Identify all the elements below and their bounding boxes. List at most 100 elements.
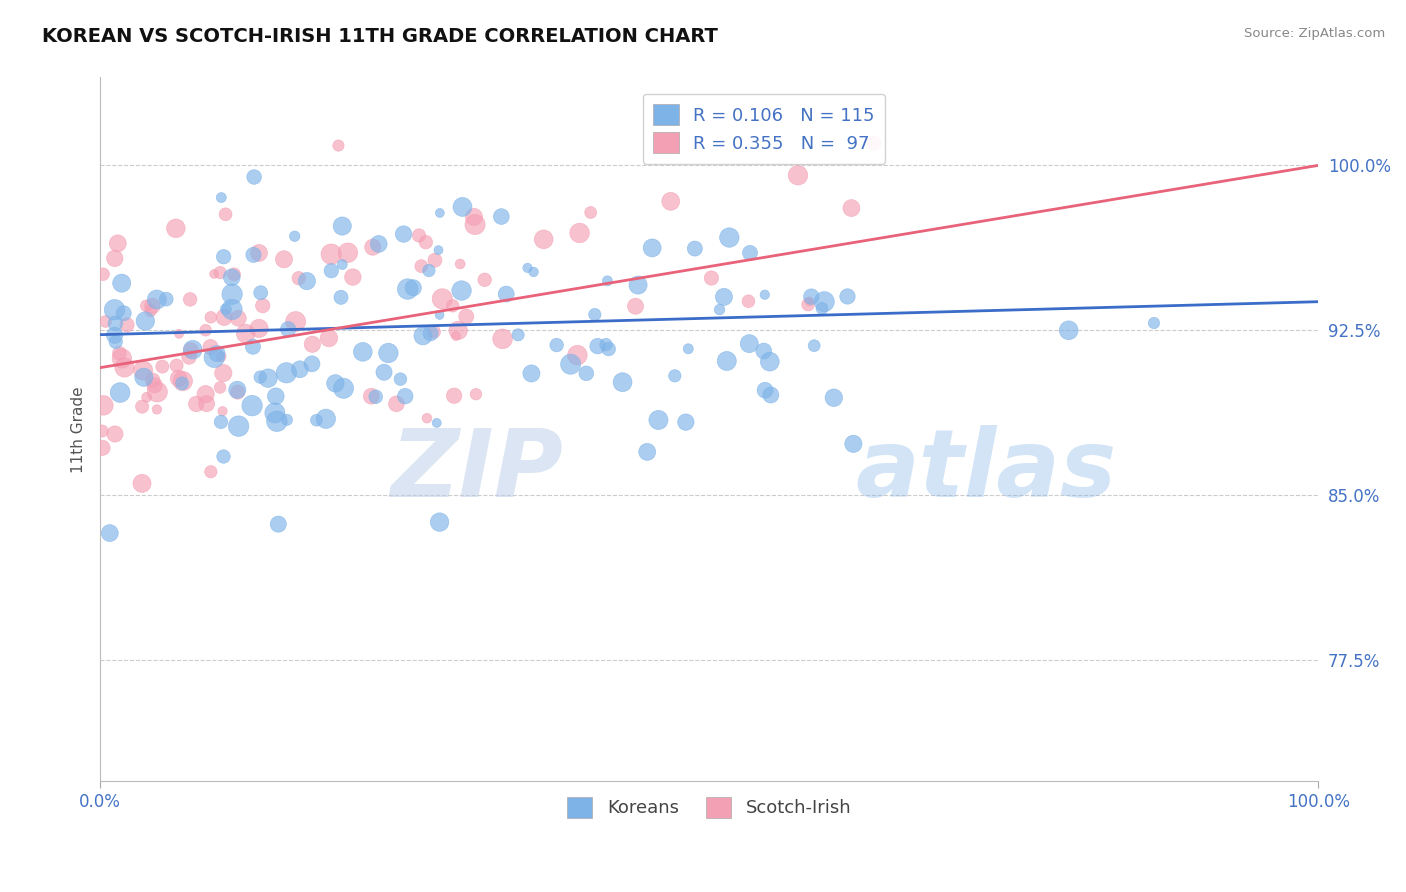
Point xyxy=(427,243,450,257)
Point xyxy=(612,375,634,389)
Point xyxy=(226,385,249,400)
Point xyxy=(257,371,280,385)
Point xyxy=(787,168,810,182)
Point xyxy=(222,268,245,282)
Point xyxy=(811,301,834,316)
Point xyxy=(194,387,217,401)
Point xyxy=(508,327,530,342)
Point xyxy=(321,247,343,261)
Point xyxy=(700,271,723,285)
Point xyxy=(737,294,759,309)
Point xyxy=(441,299,464,313)
Point xyxy=(799,294,821,309)
Point xyxy=(107,236,129,251)
Point xyxy=(713,290,735,304)
Point xyxy=(863,136,886,151)
Point xyxy=(342,270,364,285)
Point xyxy=(456,310,478,324)
Point xyxy=(516,260,538,275)
Point xyxy=(172,374,194,388)
Point xyxy=(675,415,697,429)
Point xyxy=(276,413,298,427)
Point xyxy=(678,342,700,356)
Point xyxy=(243,169,266,184)
Point xyxy=(423,253,446,268)
Point xyxy=(330,290,353,304)
Text: ZIP: ZIP xyxy=(389,425,562,517)
Point xyxy=(800,290,823,304)
Point xyxy=(212,450,235,464)
Point xyxy=(567,348,589,362)
Point xyxy=(284,315,307,329)
Point xyxy=(444,329,467,343)
Point xyxy=(647,413,669,427)
Point xyxy=(568,226,591,240)
Point xyxy=(240,399,263,413)
Point xyxy=(91,267,114,281)
Point xyxy=(215,302,238,317)
Point xyxy=(575,367,598,381)
Point xyxy=(423,325,446,339)
Point xyxy=(301,337,323,351)
Point xyxy=(114,360,136,375)
Point xyxy=(443,389,465,403)
Point xyxy=(131,476,153,491)
Point xyxy=(177,350,200,364)
Point xyxy=(180,343,202,358)
Point xyxy=(91,424,114,438)
Point xyxy=(247,246,270,260)
Point xyxy=(709,302,731,317)
Point xyxy=(221,287,243,301)
Point xyxy=(249,285,271,300)
Point xyxy=(131,400,153,414)
Point xyxy=(560,357,582,371)
Point xyxy=(463,210,485,224)
Point xyxy=(181,343,204,357)
Y-axis label: 11th Grade: 11th Grade xyxy=(72,386,86,473)
Point xyxy=(332,381,354,395)
Point xyxy=(759,388,782,402)
Point xyxy=(596,274,619,288)
Point xyxy=(186,397,208,411)
Text: atlas: atlas xyxy=(855,425,1116,517)
Point xyxy=(195,396,218,410)
Point xyxy=(264,406,287,420)
Point xyxy=(318,331,340,345)
Point xyxy=(367,236,389,251)
Point xyxy=(394,389,416,403)
Point xyxy=(842,437,865,451)
Point xyxy=(273,252,295,267)
Point xyxy=(264,389,287,403)
Point xyxy=(419,326,441,341)
Point xyxy=(287,271,309,285)
Point xyxy=(205,346,228,360)
Point xyxy=(447,323,470,337)
Point xyxy=(226,383,249,397)
Point xyxy=(284,229,307,244)
Point xyxy=(146,384,169,399)
Point xyxy=(155,292,177,306)
Point xyxy=(94,314,117,328)
Point xyxy=(352,344,374,359)
Point xyxy=(172,376,194,391)
Point xyxy=(325,376,347,391)
Point xyxy=(252,299,274,313)
Point xyxy=(579,205,602,219)
Point xyxy=(277,322,299,336)
Point xyxy=(305,413,328,427)
Point xyxy=(464,218,486,232)
Point xyxy=(364,390,387,404)
Point xyxy=(659,194,682,209)
Point xyxy=(247,321,270,335)
Point xyxy=(266,414,288,428)
Point xyxy=(301,357,323,371)
Text: Source: ZipAtlas.com: Source: ZipAtlas.com xyxy=(1244,27,1385,40)
Point xyxy=(758,354,780,368)
Point xyxy=(108,346,131,360)
Point xyxy=(135,299,157,313)
Point xyxy=(242,340,264,354)
Point xyxy=(166,359,188,373)
Point xyxy=(465,387,488,401)
Point xyxy=(752,344,775,359)
Point xyxy=(143,378,166,392)
